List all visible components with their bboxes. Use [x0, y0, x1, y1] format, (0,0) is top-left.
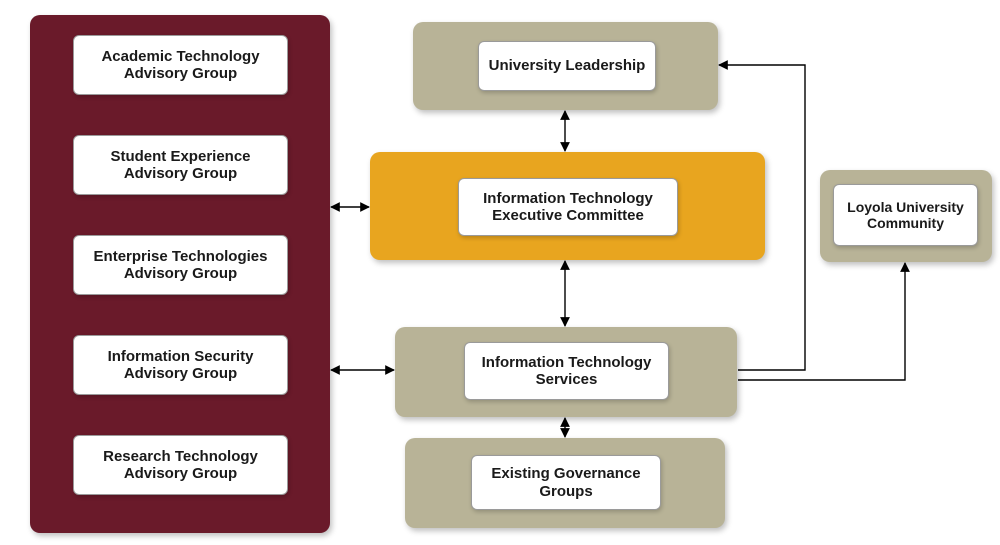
advisory-group-enterprise: Enterprise TechnologiesAdvisory Group — [73, 235, 288, 295]
advisory-group-research: Research TechnologyAdvisory Group — [73, 435, 288, 495]
it-exec-committee-box: Information TechnologyExecutive Committe… — [458, 178, 678, 236]
advisory-group-student: Student ExperienceAdvisory Group — [73, 135, 288, 195]
loyola-community-box: Loyola UniversityCommunity — [833, 184, 978, 246]
university-leadership-box: University Leadership — [478, 41, 656, 91]
advisory-group-security: Information SecurityAdvisory Group — [73, 335, 288, 395]
it-services-box: Information TechnologyServices — [464, 342, 669, 400]
diagram-canvas: { "diagram": { "type": "flowchart", "can… — [0, 0, 1000, 545]
governance-groups-box: Existing GovernanceGroups — [471, 455, 661, 510]
advisory-group-academic: Academic TechnologyAdvisory Group — [73, 35, 288, 95]
connector-its-comm — [738, 263, 905, 380]
